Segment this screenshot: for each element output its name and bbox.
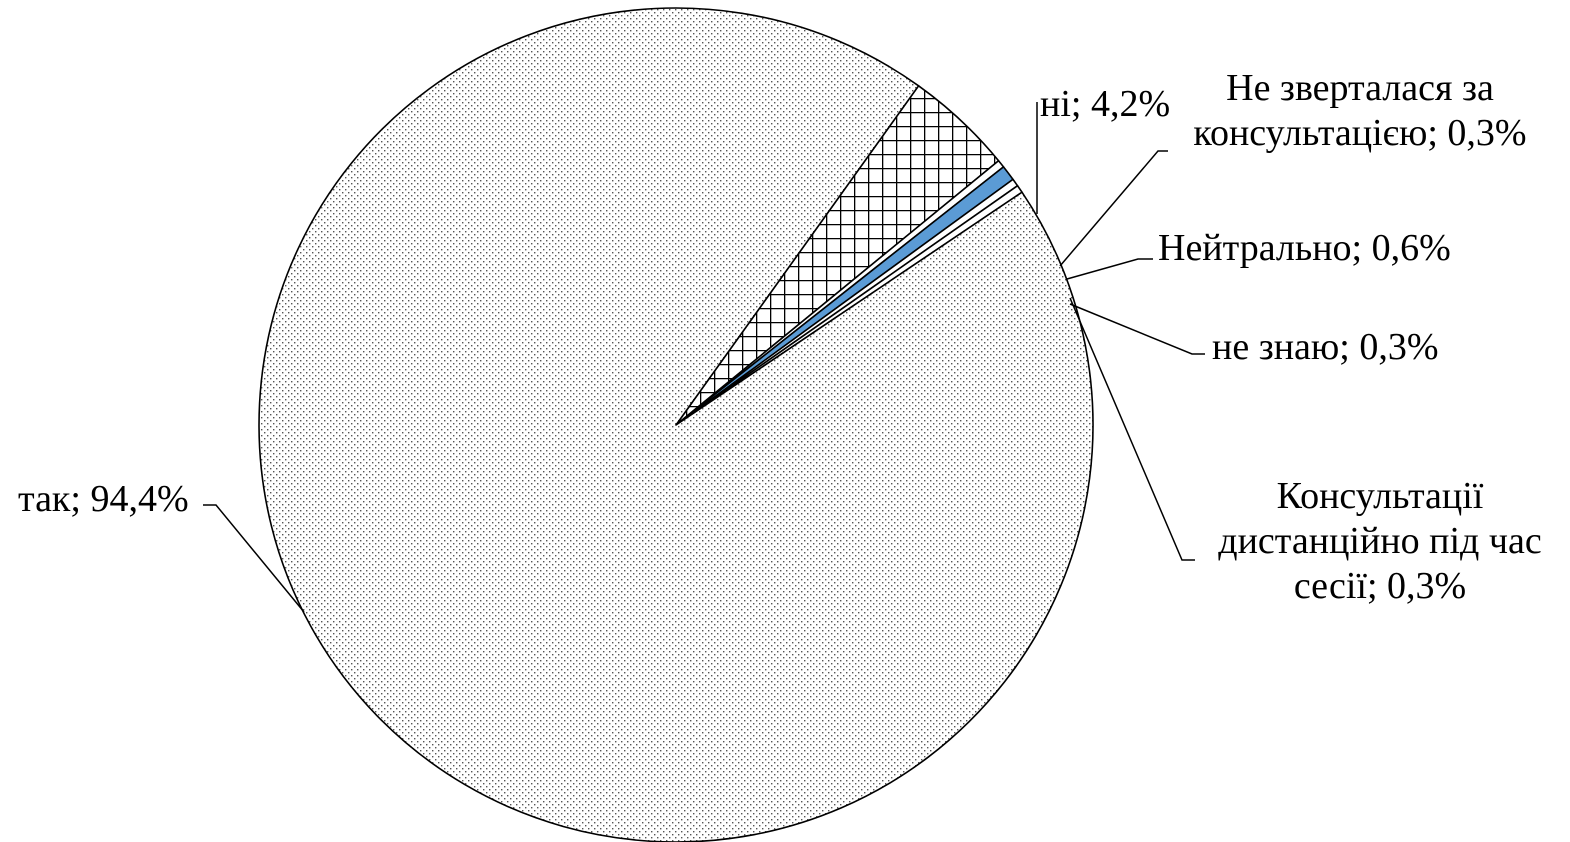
slice-label-konsultatsii-line1: Консультації [1276, 475, 1484, 517]
slice-label-neitralno: Нейтрально; 0,6% [1158, 227, 1451, 269]
slice-label-ne-zvertalasia-line1: Не зверталася за [1226, 67, 1494, 109]
leader-line-tak [203, 504, 305, 613]
leader-line-neitralno [1066, 258, 1153, 280]
pie-slice-tak [258, 7, 1094, 842]
slice-label-ne-znaiu: не знаю; 0,3% [1212, 326, 1439, 368]
slice-label-konsultatsii-line3: сесії; 0,3% [1293, 565, 1467, 607]
leader-line-ne-zvertalasia [1059, 150, 1168, 267]
slice-label-konsultatsii: Консультації дистанційно під час сесії; … [1190, 474, 1570, 609]
slice-label-konsultatsii-line2: дистанційно під час [1218, 520, 1542, 562]
slice-label-ne-zvertalasia-line2: консультацією; 0,3% [1193, 112, 1527, 154]
slice-label-ne-zvertalasia: Не зверталася за консультацією; 0,3% [1170, 66, 1550, 156]
slice-label-ni: ні; 4,2% [1040, 83, 1171, 125]
leader-line-ne-znaiu [1069, 303, 1205, 355]
leader-line-konsultatsii [1069, 297, 1195, 561]
slice-label-tak: так; 94,4% [18, 478, 189, 520]
